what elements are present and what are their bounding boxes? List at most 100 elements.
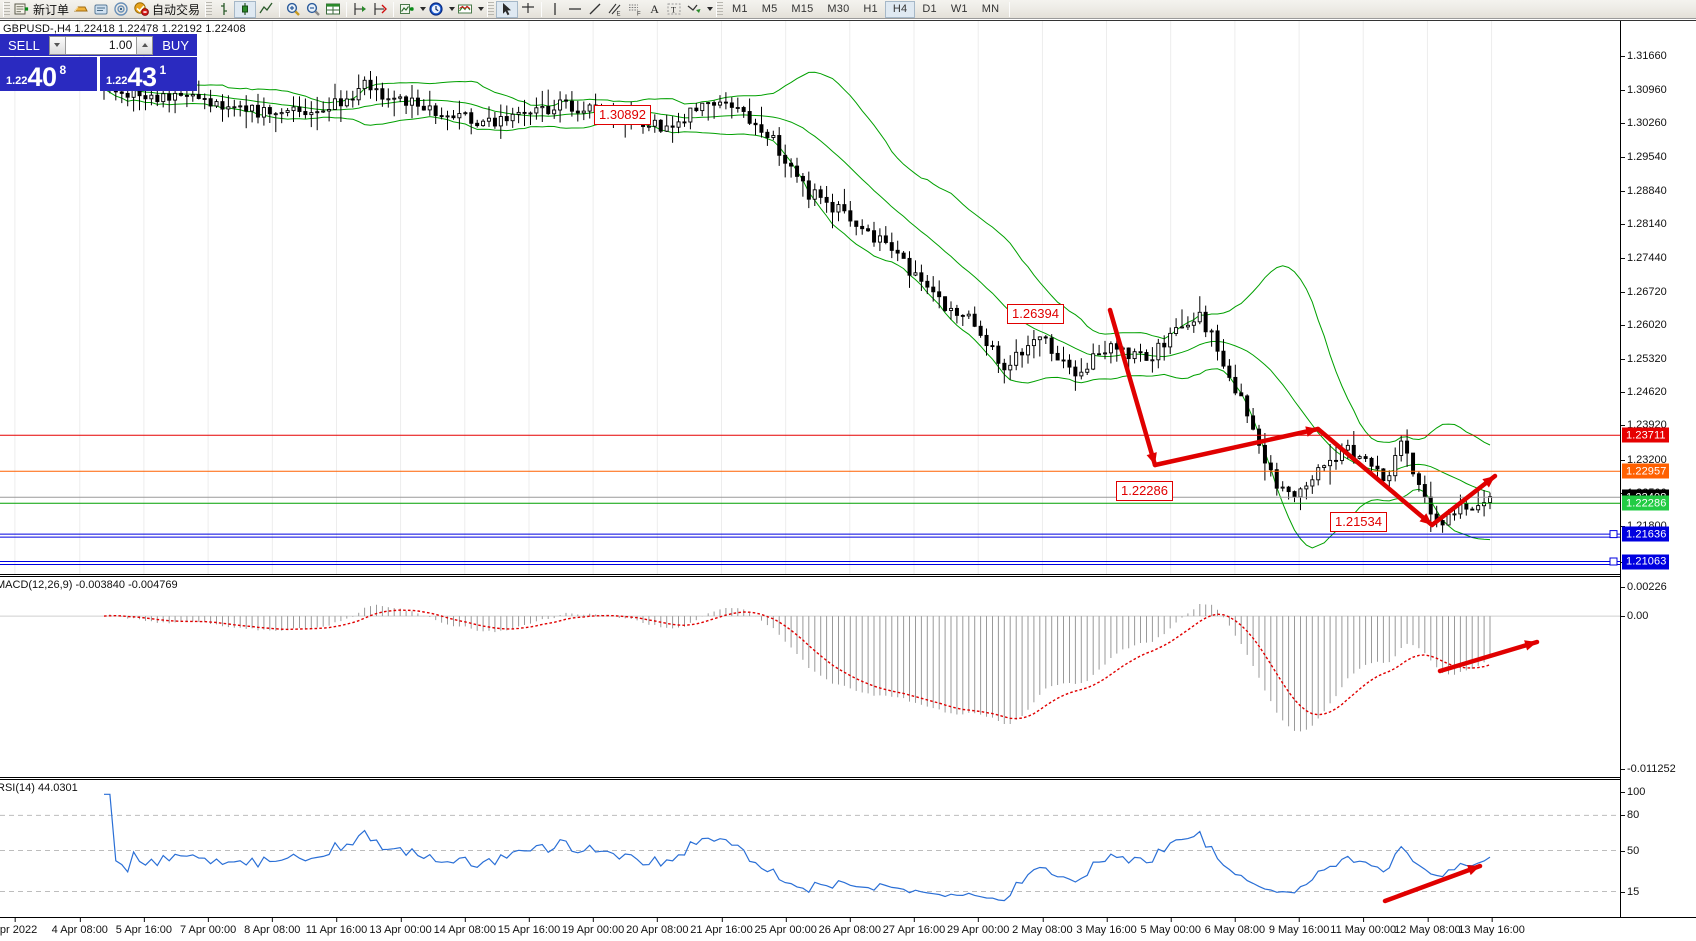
price-axis-tick: 1.30960: [1621, 83, 1667, 96]
template-icon: [458, 4, 473, 14]
time-axis-tick: 15 Apr 16:00: [497, 918, 561, 936]
price-axis-tick: 1.28140: [1621, 218, 1667, 231]
timeframe-m30[interactable]: M30: [827, 3, 850, 15]
sell-price-box[interactable]: 1.22 40 8: [0, 57, 97, 91]
crosshair-button[interactable]: [518, 1, 538, 18]
toolbar-separator-4: [541, 1, 543, 17]
sell-price-sup: 8: [59, 63, 67, 77]
indicators-caret-icon[interactable]: [420, 7, 427, 11]
volume-stepper[interactable]: 1.00: [48, 35, 154, 55]
time-axis-tick: 4 Apr 08:00: [51, 918, 108, 936]
templates-caret-icon[interactable]: [478, 7, 485, 11]
timeframe-m15[interactable]: M15: [791, 3, 814, 15]
toolbar-grip-4[interactable]: [716, 1, 724, 17]
arrows-caret-icon[interactable]: [707, 7, 714, 11]
time-axis-tick: 9 May 16:00: [1268, 918, 1330, 936]
indicators-button[interactable]: [397, 1, 417, 18]
timeframe-m1[interactable]: M1: [732, 3, 748, 15]
auto-scroll-button[interactable]: [350, 1, 370, 18]
price-annotation-tag[interactable]: 1.26394: [1007, 304, 1064, 324]
time-axis[interactable]: Apr 2022 4 Apr 08:00 5 Apr 16:00 7 Apr 00:0…: [0, 917, 1696, 941]
timeframe-h1[interactable]: H1: [863, 3, 878, 15]
equidistant-channel-button[interactable]: E: [605, 1, 625, 18]
channel-icon: E: [608, 3, 621, 18]
price-level-label[interactable]: 1.21636: [1622, 526, 1670, 542]
expert-advisors-button[interactable]: [71, 1, 91, 18]
buy-button[interactable]: BUY: [162, 37, 189, 53]
timeframe-d1[interactable]: D1: [922, 3, 937, 15]
gold-bar-icon: [74, 6, 88, 12]
timeframe-h4[interactable]: H4: [884, 0, 916, 18]
price-axis[interactable]: 1.31660 1.30960 1.30260 1.29540 1.28840 1.281…: [1620, 21, 1696, 941]
zoom-out-button[interactable]: [303, 1, 323, 18]
rsi-axis-tick: 80: [1620, 809, 1640, 822]
price-level-label[interactable]: 1.22957: [1622, 463, 1670, 479]
timeframe-m5[interactable]: M5: [761, 3, 778, 15]
macd-axis-tick: -0.011252: [1621, 763, 1676, 775]
price-axis-tick: 1.25320: [1621, 352, 1667, 365]
text-button[interactable]: A: [645, 1, 664, 18]
fibonacci-button[interactable]: F: [625, 1, 645, 18]
symbol-ohlc-label: GBPUSD-,H4 1.22418 1.22478 1.22192 1.224…: [3, 23, 246, 35]
bar-chart-icon: [221, 3, 228, 15]
horizontal-line-button[interactable]: [565, 1, 585, 18]
line-chart-icon: [259, 2, 273, 14]
period-caret-icon[interactable]: [449, 7, 456, 11]
indicator-plus-icon: [400, 4, 414, 14]
signals-button[interactable]: [111, 1, 131, 18]
chart-area[interactable]: GBPUSD-,H4 1.22418 1.22478 1.22192 1.224…: [0, 20, 1696, 941]
price-axis-tick: 1.30260: [1621, 117, 1667, 129]
zoom-in-button[interactable]: [283, 1, 303, 18]
toolbar-grip-2[interactable]: [205, 1, 213, 17]
time-axis-tick: 25 Apr 00:00: [754, 918, 817, 936]
trendline-button[interactable]: [585, 1, 605, 18]
line-chart-button[interactable]: [256, 1, 276, 18]
timeframe-w1[interactable]: W1: [950, 3, 968, 15]
fibonacci-icon: F: [629, 4, 641, 17]
volume-decrement-button[interactable]: [49, 36, 66, 54]
volume-value[interactable]: 1.00: [108, 38, 133, 52]
one-click-trading-panel[interactable]: SELL 1.00 BUY 1.22 40 8 1.22 43 1: [0, 34, 197, 91]
bar-chart-button[interactable]: [214, 1, 234, 18]
price-annotation-tag[interactable]: 1.22286: [1116, 481, 1173, 501]
price-pane[interactable]: GBPUSD-,H4 1.22418 1.22478 1.22192 1.224…: [0, 21, 1620, 574]
volume-increment-button[interactable]: [136, 36, 153, 54]
svg-text:E: E: [617, 12, 621, 18]
arrows-icon: [687, 4, 701, 13]
templates-button[interactable]: [455, 1, 475, 18]
time-axis-tick: 11 May 00:00: [1330, 918, 1397, 936]
cursor-button[interactable]: [496, 0, 519, 18]
timeframe-mn[interactable]: MN: [981, 3, 1000, 15]
macd-pane[interactable]: MACD(12,26,9) -0.003840 -0.004769: [0, 577, 1620, 777]
rsi-pane[interactable]: RSI(14) 44.0301: [0, 780, 1620, 917]
price-annotation-tag[interactable]: 1.21534: [1330, 512, 1387, 532]
rsi-label: RSI(14) 44.0301: [0, 782, 78, 794]
time-axis-tick: Apr 2022: [0, 918, 37, 936]
buy-price-box[interactable]: 1.22 43 1: [100, 57, 197, 91]
new-order-button[interactable]: [12, 1, 32, 18]
autotrading-button[interactable]: [131, 1, 151, 18]
time-axis-tick: 27 Apr 16:00: [882, 918, 946, 936]
arrows-button[interactable]: [684, 1, 704, 18]
price-level-label[interactable]: 1.22286: [1622, 495, 1670, 511]
chevron-up-icon: [141, 43, 148, 47]
chart-shift-button[interactable]: [370, 1, 390, 18]
toolbar-grip-1[interactable]: [3, 1, 10, 17]
sell-button[interactable]: SELL: [8, 37, 40, 53]
price-level-label[interactable]: 1.21063: [1622, 554, 1670, 569]
period-button[interactable]: [426, 1, 446, 18]
data-window-button[interactable]: [323, 1, 343, 18]
data-window-icon: [326, 3, 341, 15]
octp-controls-row: SELL 1.00 BUY: [0, 34, 197, 56]
metaeditor-button[interactable]: [91, 1, 111, 18]
price-annotation-tag[interactable]: 1.30892: [594, 105, 651, 125]
metaeditor-icon: [94, 4, 108, 15]
vertical-line-button[interactable]: [545, 1, 565, 18]
price-level-label[interactable]: 1.23711: [1622, 427, 1669, 443]
toolbar-grip-3[interactable]: [487, 1, 495, 17]
time-axis-tick: 12 May 08:00: [1394, 918, 1461, 936]
time-axis-tick: 5 Apr 16:00: [115, 918, 173, 936]
candlestick-chart-button[interactable]: [234, 0, 257, 18]
text-label-button[interactable]: T: [664, 1, 684, 18]
text-label-icon: T: [667, 3, 681, 15]
